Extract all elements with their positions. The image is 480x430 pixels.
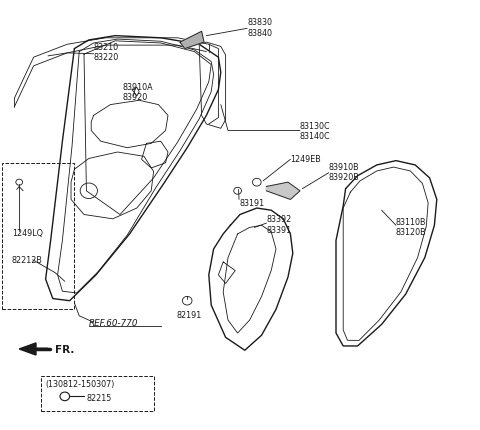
Text: 82212B: 82212B	[12, 256, 43, 264]
Text: 82215: 82215	[86, 393, 112, 402]
Text: REF.60-770: REF.60-770	[89, 318, 138, 327]
Polygon shape	[19, 343, 36, 355]
Text: 83210
83220: 83210 83220	[94, 43, 119, 62]
Polygon shape	[180, 32, 204, 49]
Text: 83910A
83920: 83910A 83920	[122, 83, 153, 102]
Text: 82191: 82191	[177, 310, 202, 319]
Text: 83910B
83920B: 83910B 83920B	[329, 162, 360, 182]
Text: 83191: 83191	[239, 199, 264, 207]
Text: 83830
83840: 83830 83840	[247, 18, 272, 38]
Text: 1249EB: 1249EB	[290, 155, 321, 163]
Text: 83130C
83140C: 83130C 83140C	[300, 121, 331, 141]
Text: 1249LQ: 1249LQ	[12, 229, 43, 237]
Text: 83392
83391: 83392 83391	[266, 215, 292, 234]
Text: (130812-150307): (130812-150307)	[46, 379, 115, 388]
Polygon shape	[266, 183, 300, 200]
Text: FR.: FR.	[55, 344, 74, 354]
Text: 83110B
83120B: 83110B 83120B	[396, 217, 427, 237]
